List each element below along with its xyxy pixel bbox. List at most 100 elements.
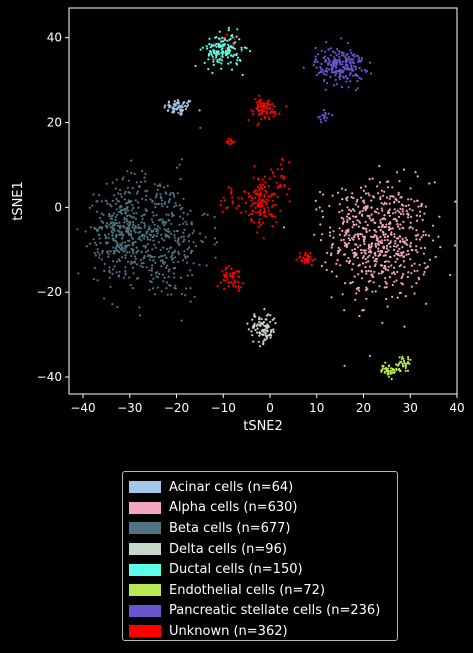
data-point [372, 195, 375, 198]
data-point [108, 203, 111, 206]
data-point [388, 255, 391, 258]
data-point [372, 218, 375, 221]
data-point [143, 256, 146, 259]
data-point [319, 239, 323, 242]
data-point [384, 267, 387, 270]
data-point [258, 195, 261, 198]
data-point [233, 37, 236, 40]
data-point [349, 62, 352, 65]
data-point [171, 213, 174, 216]
data-point [130, 254, 133, 258]
data-point [201, 240, 204, 244]
data-point [135, 212, 138, 215]
data-point [379, 181, 382, 184]
data-point [356, 219, 359, 222]
data-point [387, 375, 390, 378]
data-point [326, 251, 329, 255]
data-point [324, 70, 327, 73]
data-point [314, 59, 317, 62]
data-point [392, 271, 396, 274]
legend-swatch [129, 584, 161, 597]
data-point [280, 168, 283, 171]
data-point [142, 245, 145, 248]
data-point [352, 74, 355, 77]
data-point [402, 357, 405, 360]
data-point [261, 183, 264, 186]
data-point [165, 192, 168, 195]
data-point [115, 197, 118, 200]
data-point [171, 107, 174, 110]
data-point [137, 185, 141, 188]
data-point [393, 254, 396, 257]
legend-item: Acinar cells (n=64) [129, 477, 391, 498]
data-point [387, 269, 390, 272]
data-point [260, 118, 263, 121]
data-point [382, 233, 385, 236]
data-point [404, 364, 407, 367]
data-point [98, 226, 101, 229]
data-point [131, 220, 135, 224]
data-point [252, 110, 255, 113]
data-point [173, 286, 176, 289]
data-point [177, 237, 180, 240]
data-point [189, 209, 192, 212]
data-point [173, 234, 176, 237]
data-point [216, 58, 219, 62]
data-point [135, 192, 138, 195]
data-point [136, 190, 139, 193]
data-point [312, 64, 315, 67]
data-point [380, 225, 384, 228]
data-point [400, 276, 403, 280]
data-point [146, 243, 149, 246]
data-point [387, 210, 390, 213]
data-point [392, 248, 396, 251]
data-point [340, 187, 344, 190]
data-point [183, 250, 186, 253]
data-point [336, 259, 339, 262]
data-point [239, 59, 242, 62]
data-point [206, 47, 209, 50]
data-point [263, 308, 266, 311]
data-point [365, 272, 368, 275]
data-point [353, 65, 356, 68]
data-point [111, 226, 114, 229]
data-point [276, 195, 279, 199]
y-tick-label: 40 [47, 31, 62, 45]
data-point [353, 55, 356, 58]
data-point [348, 239, 352, 242]
data-point [348, 73, 351, 76]
data-point [415, 214, 418, 217]
data-point [213, 58, 216, 61]
data-point [310, 263, 313, 267]
data-point [372, 256, 375, 259]
data-point [187, 240, 190, 243]
data-point [377, 240, 380, 243]
data-point [326, 57, 330, 60]
data-point [377, 243, 380, 247]
data-point [256, 331, 259, 334]
data-point [368, 354, 371, 357]
data-point [299, 252, 302, 255]
data-point [347, 213, 350, 216]
data-point [105, 182, 108, 185]
data-point [401, 240, 404, 243]
data-point [374, 263, 377, 266]
data-point [258, 345, 262, 348]
data-point [221, 43, 224, 47]
data-point [209, 51, 213, 54]
data-point [274, 215, 277, 218]
data-point [95, 210, 99, 213]
data-point [350, 237, 354, 240]
legend-label: Beta cells (n=677) [169, 520, 291, 536]
data-point [257, 109, 260, 112]
data-point [399, 360, 402, 364]
data-point [122, 176, 125, 179]
data-point [409, 244, 412, 247]
data-point [344, 75, 348, 78]
data-point [381, 209, 384, 212]
data-point [264, 215, 267, 218]
data-point [256, 202, 259, 205]
points-layer [76, 26, 457, 381]
data-point [108, 271, 111, 274]
data-point [387, 365, 390, 368]
